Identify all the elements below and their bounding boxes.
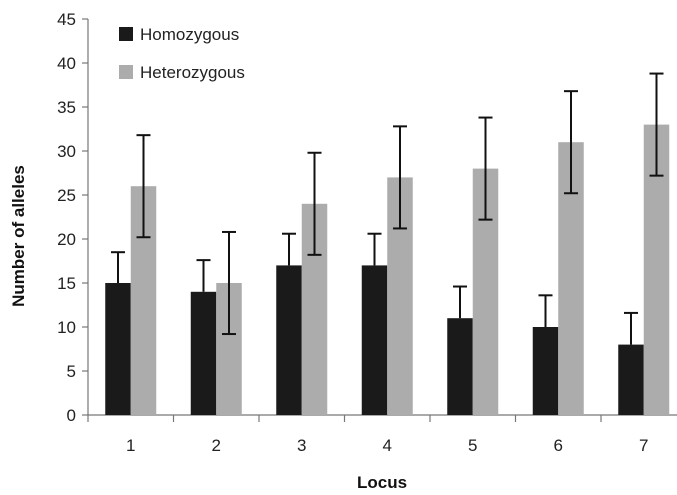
y-tick-label: 25	[57, 186, 76, 205]
error-bar-heterozygous-1	[136, 134, 151, 239]
y-tick-label: 5	[67, 362, 76, 381]
y-tick-label: 40	[57, 54, 76, 73]
x-tick-label: 1	[126, 436, 135, 455]
error-bar-heterozygous-4	[393, 125, 407, 230]
error-bar-heterozygous-3	[307, 151, 322, 256]
y-tick-label: 20	[57, 230, 76, 249]
error-bar-heterozygous-2	[222, 230, 236, 336]
bar-homozygous-4	[361, 265, 388, 415]
x-tick-label: 4	[383, 436, 392, 455]
error-bar-homozygous-1	[111, 251, 125, 283]
bar-homozygous-1	[105, 283, 131, 415]
error-bar-heterozygous-5	[478, 116, 493, 221]
bar-homozygous-3	[276, 265, 302, 415]
y-tick-label: 0	[67, 406, 76, 425]
bar-homozygous-7	[618, 344, 644, 415]
y-axis: 0 5 10 15 20 25 30 35 40 45	[57, 10, 89, 425]
legend-label-heterozygous: Heterozygous	[140, 63, 245, 82]
error-bar-homozygous-4	[367, 232, 382, 266]
y-tick-label: 30	[57, 142, 76, 161]
error-bar-homozygous-5	[453, 285, 467, 319]
y-axis-title: Number of alleles	[9, 165, 28, 307]
bars	[105, 124, 670, 415]
error-bar-homozygous-2	[196, 259, 211, 292]
bar-homozygous-5	[447, 318, 473, 415]
legend: Homozygous Heterozygous	[119, 25, 245, 82]
error-bar-homozygous-3	[282, 232, 296, 266]
error-bar-homozygous-7	[624, 311, 638, 345]
legend-label-homozygous: Homozygous	[140, 25, 239, 44]
error-bar-homozygous-6	[538, 294, 553, 327]
y-tick-label: 10	[57, 318, 76, 337]
x-tick-label: 5	[468, 436, 477, 455]
bar-homozygous-2	[190, 291, 217, 415]
error-bar-heterozygous-7	[649, 72, 664, 177]
x-axis: 1 2 3 4 5 6 7	[87, 414, 677, 455]
y-tick-label: 15	[57, 274, 76, 293]
bar-homozygous-6	[532, 327, 559, 415]
legend-swatch-heterozygous	[119, 65, 133, 79]
x-tick-label: 7	[639, 436, 648, 455]
error-bar-heterozygous-6	[564, 90, 578, 195]
error-bars	[111, 72, 664, 345]
legend-swatch-homozygous	[119, 27, 133, 41]
x-axis-title: Locus	[357, 473, 407, 492]
x-tick-label: 2	[212, 436, 221, 455]
x-tick-label: 6	[554, 436, 563, 455]
x-tick-label: 3	[297, 436, 306, 455]
y-tick-label: 35	[57, 98, 76, 117]
y-tick-label: 45	[57, 10, 76, 29]
